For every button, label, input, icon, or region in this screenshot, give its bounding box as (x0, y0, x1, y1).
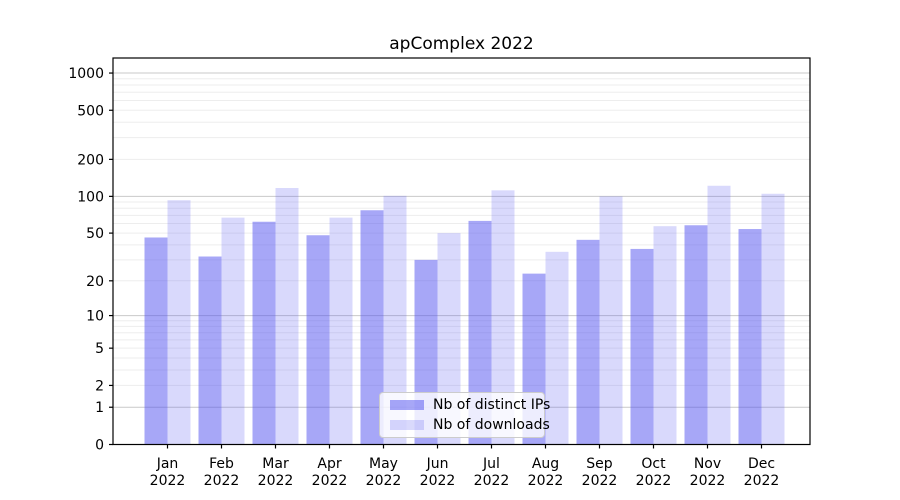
bar-distinct-ips-feb (198, 256, 222, 445)
legend-label-downloads: Nb of downloads (433, 416, 550, 433)
bar-downloads-jan (167, 200, 191, 445)
x-tick-label-year-jul: 2022 (474, 473, 510, 489)
bar-downloads-jun (437, 233, 461, 445)
x-tick-label-year-oct: 2022 (636, 473, 672, 489)
y-tick-label-100: 100 (77, 189, 104, 205)
y-tick-label-1: 1 (95, 400, 104, 416)
x-tick-label-year-nov: 2022 (690, 473, 726, 489)
legend: Nb of distinct IPs Nb of downloads (379, 392, 550, 438)
bar-downloads-feb (221, 217, 245, 445)
axes-spines (112, 57, 811, 446)
bar-distinct-ips-oct (630, 248, 654, 445)
x-tick-label-month-mar: Mar (262, 456, 289, 472)
y-tick-label-200: 200 (77, 152, 104, 168)
y-tick-label-5: 5 (95, 341, 104, 357)
bar-downloads-mar (275, 188, 299, 445)
x-tick-label-year-jan: 2022 (150, 473, 186, 489)
legend-item-distinct-ips: Nb of distinct IPs (390, 398, 550, 412)
bar-downloads-aug (545, 251, 569, 445)
x-tick-label-year-feb: 2022 (204, 473, 240, 489)
x-tick-label-year-jun: 2022 (420, 473, 456, 489)
x-tick-label-month-jul: Jul (482, 456, 500, 472)
x-tick-label-year-sep: 2022 (582, 473, 618, 489)
x-tick-label-month-jun: Jun (426, 456, 449, 472)
chart-title: apComplex 2022 (389, 34, 534, 54)
legend-label-distinct-ips: Nb of distinct IPs (433, 397, 551, 414)
bar-downloads-may (383, 195, 407, 445)
bar-distinct-ips-may (360, 210, 384, 445)
x-tick-label-month-aug: Aug (532, 456, 559, 472)
x-tick-label-month-feb: Feb (209, 456, 234, 472)
x-tick-label-month-apr: Apr (317, 456, 341, 472)
bar-distinct-ips-sep (576, 239, 600, 445)
bar-downloads-apr (329, 217, 353, 445)
legend-item-downloads: Nb of downloads (390, 418, 550, 432)
y-tick-label-20: 20 (86, 274, 104, 290)
bar-downloads-nov (707, 185, 731, 445)
x-tick-label-month-jan: Jan (156, 456, 179, 472)
bar-distinct-ips-jan (144, 237, 168, 445)
y-tick-label-500: 500 (77, 103, 104, 119)
y-tick-label-50: 50 (86, 226, 104, 242)
legend-swatch-distinct-ips-icon (390, 400, 424, 411)
x-tick-label-month-may: May (369, 456, 398, 472)
x-tick-label-year-apr: 2022 (312, 473, 348, 489)
x-tick-label-year-mar: 2022 (258, 473, 294, 489)
x-tick-label-year-may: 2022 (366, 473, 402, 489)
bar-distinct-ips-apr (306, 235, 330, 445)
x-tick-label-year-aug: 2022 (528, 473, 564, 489)
x-tick-label-month-nov: Nov (694, 456, 721, 472)
x-tick-label-year-dec: 2022 (744, 473, 780, 489)
bar-downloads-dec (761, 193, 785, 445)
bar-distinct-ips-dec (738, 229, 762, 445)
x-tick-label-month-oct: Oct (641, 456, 666, 472)
y-tick-label-10: 10 (86, 309, 104, 325)
bar-distinct-ips-mar (252, 221, 276, 445)
y-tick-label-2: 2 (95, 378, 104, 394)
bar-distinct-ips-nov (684, 225, 708, 445)
x-tick-label-month-sep: Sep (586, 456, 613, 472)
legend-swatch-downloads-icon (390, 419, 424, 430)
y-tick-label-0: 0 (95, 438, 104, 454)
bar-downloads-sep (599, 196, 623, 445)
y-tick-label-1000: 1000 (68, 66, 104, 82)
bar-downloads-oct (653, 226, 677, 445)
bar-distinct-ips-jul (468, 220, 492, 445)
bar-downloads-jul (491, 190, 515, 445)
x-tick-label-month-dec: Dec (748, 456, 775, 472)
